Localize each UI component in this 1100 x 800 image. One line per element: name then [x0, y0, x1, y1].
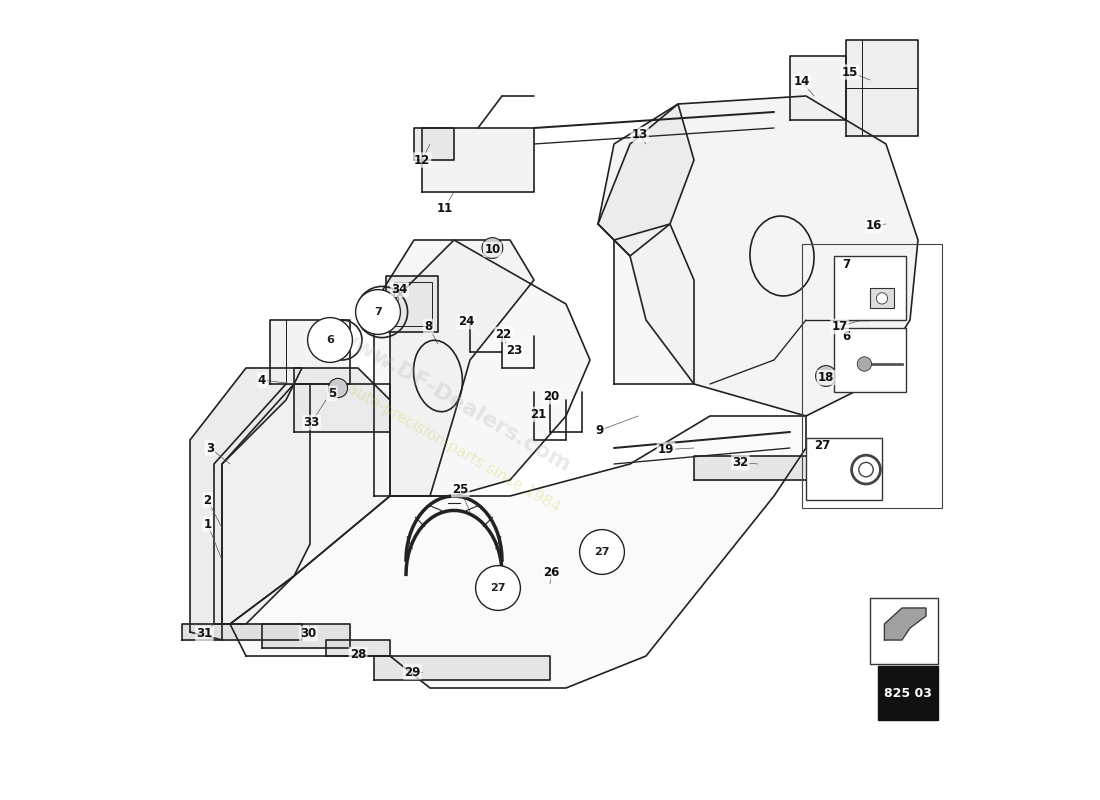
Polygon shape	[884, 608, 926, 640]
Text: 31: 31	[196, 627, 212, 640]
Text: 1: 1	[204, 518, 211, 530]
Polygon shape	[598, 96, 918, 416]
Circle shape	[308, 318, 352, 362]
Polygon shape	[390, 240, 534, 496]
FancyBboxPatch shape	[834, 256, 906, 320]
Polygon shape	[294, 368, 390, 432]
Polygon shape	[374, 240, 590, 496]
Text: www.DF-Dealers.com: www.DF-Dealers.com	[333, 325, 574, 475]
Text: 3: 3	[206, 442, 214, 454]
Text: 7: 7	[374, 307, 382, 317]
Text: 29: 29	[404, 666, 420, 678]
Text: 33: 33	[304, 416, 320, 429]
Text: 24: 24	[458, 315, 474, 328]
Text: auto-precision-parts since 1984: auto-precision-parts since 1984	[345, 381, 563, 515]
Polygon shape	[222, 384, 390, 624]
Text: 22: 22	[495, 328, 512, 341]
Text: 26: 26	[543, 566, 560, 578]
Text: 21: 21	[530, 408, 546, 421]
Circle shape	[877, 293, 888, 304]
Text: 7: 7	[842, 258, 850, 270]
Polygon shape	[326, 640, 390, 656]
Text: 34: 34	[392, 283, 408, 296]
Text: 10: 10	[484, 243, 500, 256]
Text: 32: 32	[733, 456, 748, 469]
Polygon shape	[598, 104, 694, 256]
Text: 2: 2	[204, 494, 211, 506]
Circle shape	[482, 238, 503, 258]
FancyBboxPatch shape	[834, 328, 906, 392]
FancyBboxPatch shape	[870, 288, 894, 308]
Text: 16: 16	[866, 219, 882, 232]
Text: 30: 30	[300, 627, 317, 640]
Text: 19: 19	[658, 443, 674, 456]
Circle shape	[329, 378, 348, 398]
Polygon shape	[230, 416, 806, 688]
Text: 14: 14	[794, 75, 811, 88]
Circle shape	[580, 530, 625, 574]
Text: 825 03: 825 03	[884, 687, 932, 700]
FancyBboxPatch shape	[878, 666, 938, 720]
Text: 27: 27	[814, 439, 830, 452]
Circle shape	[815, 366, 836, 386]
Polygon shape	[386, 276, 438, 332]
Polygon shape	[270, 320, 350, 384]
Polygon shape	[262, 624, 350, 648]
Text: 6: 6	[842, 330, 850, 342]
FancyBboxPatch shape	[870, 598, 938, 664]
Text: 18: 18	[817, 371, 834, 384]
Text: 4: 4	[257, 374, 266, 386]
Text: 27: 27	[491, 583, 506, 593]
Polygon shape	[214, 384, 310, 624]
Polygon shape	[190, 368, 302, 640]
Text: 28: 28	[350, 648, 366, 661]
Polygon shape	[614, 224, 694, 384]
Circle shape	[857, 357, 871, 371]
Text: 5: 5	[328, 387, 337, 400]
Text: 9: 9	[595, 424, 604, 437]
Polygon shape	[374, 656, 550, 680]
Circle shape	[355, 290, 400, 334]
Polygon shape	[422, 128, 534, 192]
Text: 11: 11	[437, 202, 452, 214]
Text: 17: 17	[832, 320, 848, 333]
Text: 8: 8	[425, 320, 432, 333]
Polygon shape	[182, 624, 302, 640]
Polygon shape	[790, 56, 846, 120]
Text: 27: 27	[594, 547, 609, 557]
Text: 25: 25	[452, 483, 469, 496]
Polygon shape	[846, 40, 918, 136]
Circle shape	[475, 566, 520, 610]
Polygon shape	[694, 456, 822, 480]
FancyBboxPatch shape	[806, 438, 882, 500]
Polygon shape	[414, 128, 454, 160]
Text: 23: 23	[506, 344, 522, 357]
Text: 15: 15	[842, 66, 858, 78]
Text: 6: 6	[326, 335, 334, 345]
Text: 20: 20	[543, 390, 560, 403]
Text: 12: 12	[414, 154, 430, 166]
Text: 13: 13	[631, 128, 648, 141]
